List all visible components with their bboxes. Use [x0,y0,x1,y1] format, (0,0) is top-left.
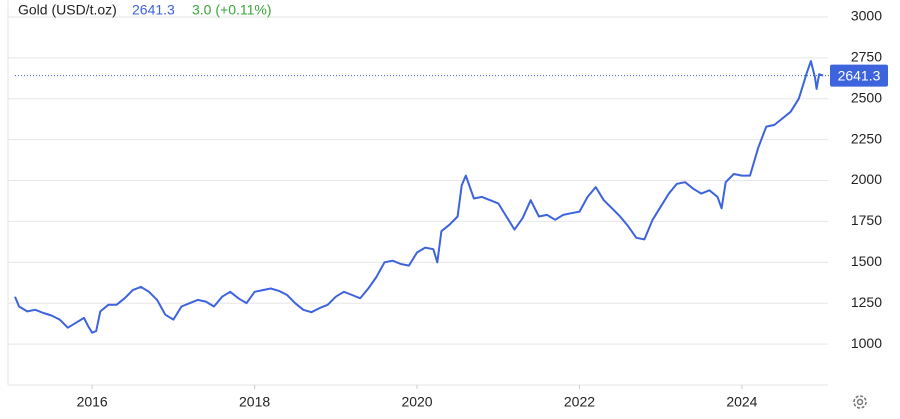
last-price-box [830,64,888,87]
x-tick-label: 2022 [564,394,595,410]
y-tick-label: 2000 [851,171,882,187]
y-tick-label: 2500 [851,89,882,105]
price-line [14,60,824,334]
chart-title: Gold (USD/t.oz) [18,2,117,18]
last-price: 2641.3 [132,2,175,18]
y-tick-label: 1250 [851,294,882,310]
x-tick-label: 2024 [726,394,757,410]
y-tick-label: 1750 [851,212,882,228]
grid [7,0,828,386]
x-tick-label: 2018 [239,394,270,410]
price-change: 3.0 (+0.11%) [192,2,272,18]
y-tick-label: 3000 [851,8,882,24]
last-price-label: 2641.3 [838,67,881,83]
y-tick-label: 2750 [851,49,882,65]
y-tick-label: 1000 [851,335,882,351]
y-tick-label: 1500 [851,253,882,269]
x-tick-label: 2016 [77,394,108,410]
settings-icon[interactable] [853,395,867,409]
x-tick-label: 2020 [401,394,432,410]
y-tick-label: 2250 [851,130,882,146]
